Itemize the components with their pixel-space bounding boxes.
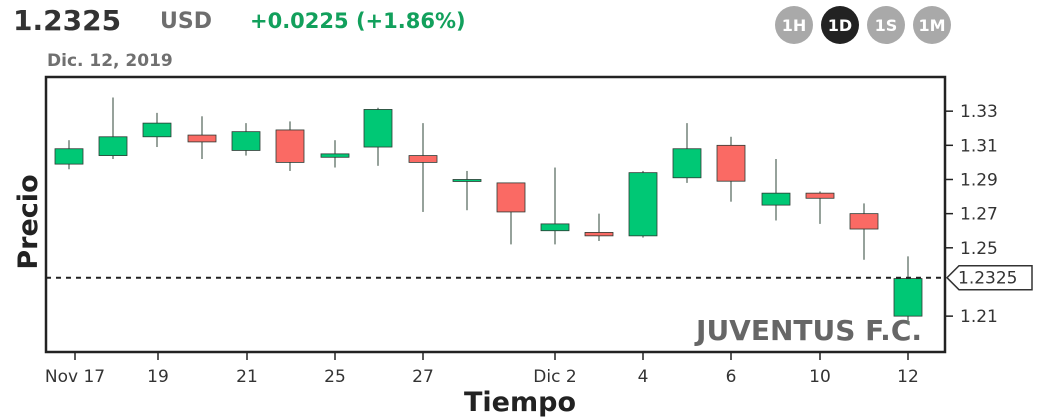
x-tick-label: 6 xyxy=(726,367,737,387)
watermark-text: JUVENTUS F.C. xyxy=(694,314,922,347)
y-tick-label: 1.25 xyxy=(960,239,998,259)
y-tick-label: 1.21 xyxy=(960,307,998,327)
price-change: +0.0225 (+1.86%) xyxy=(250,9,466,33)
y-tick-label: 1.27 xyxy=(960,205,998,225)
range-1h-button[interactable]: 1H xyxy=(775,6,813,44)
x-tick-label: 21 xyxy=(236,367,258,387)
y-tick-label: 1.33 xyxy=(960,102,998,122)
x-axis-label: Tiempo xyxy=(464,387,576,418)
candle-body xyxy=(187,134,217,143)
candle-body xyxy=(408,155,438,163)
x-tick-label: 19 xyxy=(147,367,169,387)
candle-body xyxy=(672,148,702,179)
candle-body xyxy=(320,153,350,158)
range-selector: 1H 1D 1S 1M xyxy=(775,6,951,44)
candle-body xyxy=(805,192,835,199)
candle-body xyxy=(98,136,128,156)
candle-body xyxy=(628,172,658,237)
candle-body xyxy=(54,148,84,165)
candle-body xyxy=(363,109,393,148)
candle-body xyxy=(231,131,261,151)
candle-body xyxy=(893,278,923,317)
range-1m-button[interactable]: 1M xyxy=(913,6,951,44)
candle-body xyxy=(716,144,746,182)
current-price: 1.2325 xyxy=(13,4,122,37)
candle-body xyxy=(540,223,570,232)
range-1d-button[interactable]: 1D xyxy=(821,6,859,44)
x-tick-label: Nov 17 xyxy=(45,367,105,387)
currency-label: USD xyxy=(160,9,212,34)
candle-body xyxy=(849,213,879,230)
y-axis-label: Precio xyxy=(13,174,44,269)
candle-body xyxy=(584,232,614,237)
date-label: Dic. 12, 2019 xyxy=(47,51,173,71)
current-price-tag-label: 1.2325 xyxy=(958,269,1017,289)
current-price-tag xyxy=(945,264,1033,291)
candle-body xyxy=(452,179,482,182)
x-tick-label: Dic 2 xyxy=(533,367,576,387)
candle-body xyxy=(496,182,526,213)
x-tick-label: 10 xyxy=(809,367,831,387)
candle-body xyxy=(275,129,305,163)
x-tick-label: 4 xyxy=(638,367,649,387)
x-tick-label: 12 xyxy=(897,367,919,387)
x-tick-label: 27 xyxy=(412,367,434,387)
x-tick-label: 25 xyxy=(324,367,346,387)
plot-frame xyxy=(44,75,947,354)
candle-body xyxy=(142,122,172,138)
candle-body xyxy=(761,192,791,206)
range-1s-button[interactable]: 1S xyxy=(867,6,905,44)
y-tick-label: 1.31 xyxy=(960,136,998,156)
y-tick-label: 1.29 xyxy=(960,170,998,190)
